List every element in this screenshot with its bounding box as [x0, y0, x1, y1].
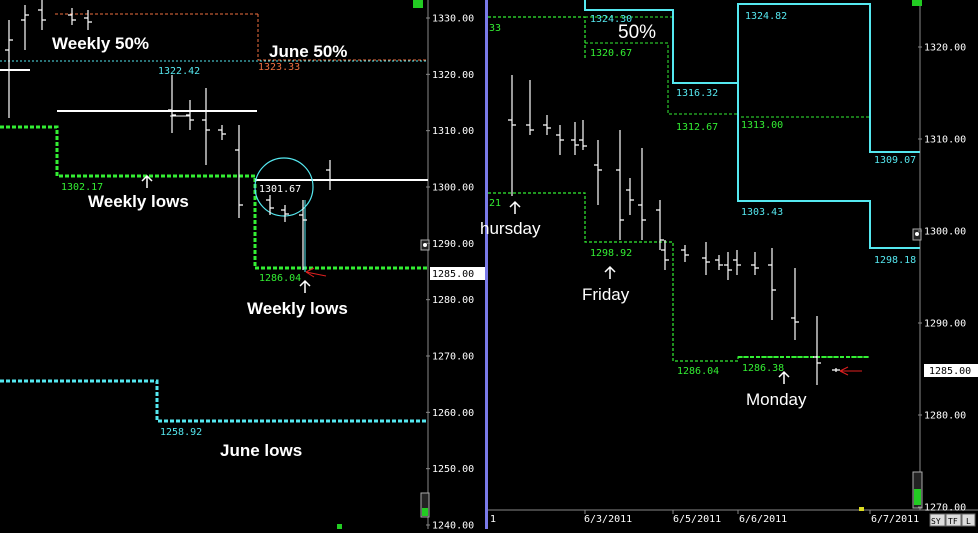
up-arrow-weekly-lows-2	[299, 279, 311, 293]
right-axis-tick-label: 1280.00	[924, 411, 966, 422]
annotation-monday: Monday	[746, 390, 807, 409]
right-axis-tick-label: 1320.00	[924, 43, 966, 54]
label-1324-30: 1324.30	[590, 14, 632, 25]
annotation-friday: Friday	[582, 285, 630, 304]
toolbar-button-tf-label: TF	[948, 517, 958, 526]
toolbar-button-l-label: L	[966, 517, 971, 526]
left-axis-tick-label: 1330.00	[432, 14, 474, 25]
date-tick-marks	[584, 510, 871, 514]
date-label-6-5: 6/5/2011	[673, 514, 721, 525]
label-1312-67: 1312.67	[676, 122, 718, 133]
right-cyan-step	[584, 0, 920, 249]
left-axis-tick-label: 1290.00	[432, 239, 474, 250]
label-1301-67: 1301.67	[259, 184, 301, 195]
right-axis: 1320.00 1310.00 1300.00 1290.00 1280.00 1270.…	[918, 43, 966, 514]
up-arrow-monday	[778, 370, 790, 384]
left-price-box	[430, 267, 485, 280]
label-1258-92: 1258.92	[160, 427, 202, 438]
label-1309-07: 1309.07	[874, 155, 916, 166]
date-label-1: 1	[490, 514, 496, 525]
left-axis-tick-label: 1280.00	[432, 295, 474, 306]
date-label-6-7: 6/7/2011	[871, 514, 919, 525]
label-1302-17: 1302.17	[61, 182, 103, 193]
toolbar-button-sy[interactable]	[929, 513, 946, 527]
label-1286-04: 1286.04	[259, 273, 301, 284]
left-axis-tick-label: 1250.00	[432, 464, 474, 475]
right-panel	[488, 0, 978, 511]
annotation-weekly-50: Weekly 50%	[52, 34, 149, 53]
left-axis-tick-label: 1300.00	[432, 183, 474, 194]
toolbar-button-l[interactable]	[961, 513, 976, 527]
label-partial-21: 21	[489, 198, 501, 209]
toolbar-button-tf[interactable]	[945, 513, 962, 527]
label-1313-00: 1313.00	[741, 120, 783, 131]
left-axis-tick-label: 1320.00	[432, 70, 474, 81]
annotation-50: 50%	[618, 22, 656, 43]
toolbar-button-sy-label: SY	[931, 517, 941, 526]
right-axis-tick-label: 1290.00	[924, 319, 966, 330]
red-arrow-left	[305, 271, 327, 277]
right-price-box-label: 1285.00	[929, 366, 971, 377]
annotation-june-50: June 50%	[269, 42, 347, 61]
label-1322-42: 1322.42	[158, 66, 200, 77]
label-1316-32: 1316.32	[676, 88, 718, 99]
left-axis: 1330.00 1320.00 1310.00 1300.00 1290.00 1280.…	[426, 14, 474, 532]
label-1286-38: 1286.38	[742, 363, 784, 374]
left-axis-tick-label: 1240.00	[432, 521, 474, 530]
label-1298-18: 1298.18	[874, 255, 916, 266]
left-price-bars	[5, 0, 334, 270]
left-scroll-marker-bottom[interactable]	[420, 492, 430, 518]
right-price-box	[924, 364, 978, 377]
right-axis-tick-label: 1270.00	[924, 503, 966, 514]
date-label-6-3: 6/3/2011	[584, 514, 632, 525]
panel-divider[interactable]	[485, 0, 488, 529]
annotation-june-lows: June lows	[220, 441, 302, 460]
weekly-lows-step	[0, 125, 428, 270]
label-1286-04-right: 1286.04	[677, 366, 719, 377]
annotation-weekly-lows-1: Weekly lows	[88, 192, 189, 211]
date-label-6-6: 6/6/2011	[739, 514, 787, 525]
label-1303-43: 1303.43	[741, 207, 783, 218]
label-partial-33: 33	[489, 23, 501, 34]
left-price-box-label: 1285.00	[432, 269, 474, 280]
right-price-bars	[508, 75, 840, 385]
highlight-circle	[254, 157, 314, 217]
bottom-toolbar: SY TF L	[929, 513, 976, 527]
up-arrow-weekly-lows-1	[141, 174, 153, 188]
annotation-thursday: hursday	[480, 219, 541, 238]
left-axis-tick-label: 1310.00	[432, 126, 474, 137]
label-1323-33: 1323.33	[258, 62, 300, 73]
label-1324-82: 1324.82	[745, 11, 787, 22]
up-arrow-friday	[604, 265, 616, 279]
june-lows-step	[0, 379, 428, 423]
label-1298-92: 1298.92	[590, 248, 632, 259]
right-axis-tick-label: 1300.00	[924, 227, 966, 238]
up-arrow-thursday	[509, 200, 521, 214]
label-1320-67: 1320.67	[590, 48, 632, 59]
right-axis-tick-label: 1310.00	[924, 135, 966, 146]
left-panel	[0, 0, 430, 529]
annotation-weekly-lows-2: Weekly lows	[247, 299, 348, 318]
left-axis-tick-label: 1260.00	[432, 408, 474, 419]
left-axis-tick-label: 1270.00	[432, 352, 474, 363]
